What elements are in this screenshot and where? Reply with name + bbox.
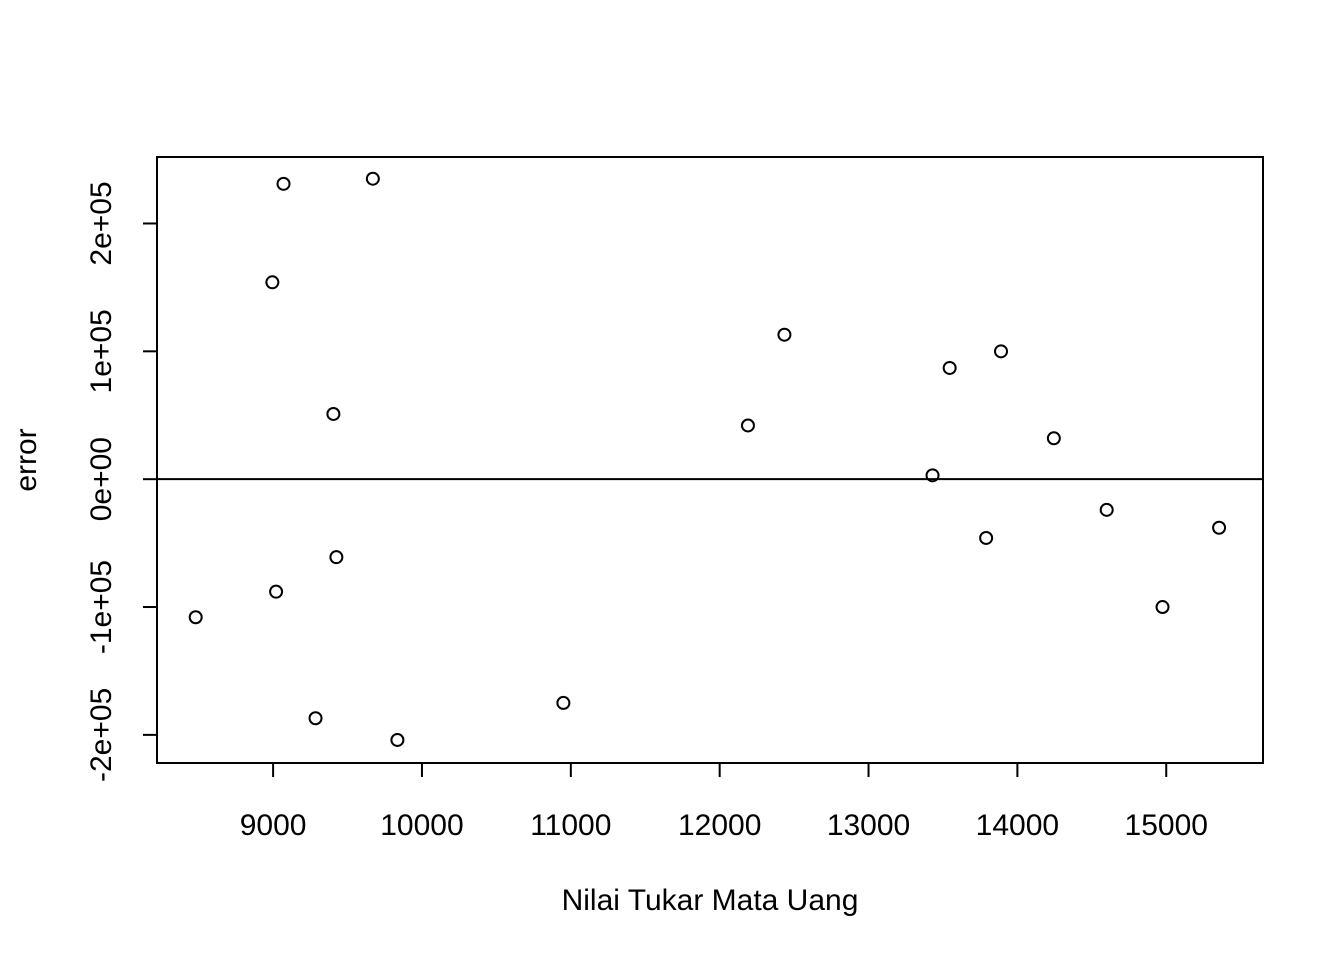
data-point [326, 406, 341, 421]
data-point [269, 584, 284, 599]
y-axis-label: error [10, 428, 43, 491]
x-tick-label: 11000 [530, 809, 611, 842]
data-point [329, 550, 344, 565]
data-point [365, 171, 380, 186]
x-tick-label: 9000 [240, 809, 307, 842]
data-point [942, 360, 957, 375]
y-tick-label: 1e+05 [85, 309, 118, 393]
data-point [1155, 600, 1170, 615]
data-point [390, 732, 405, 747]
plot-frame [156, 156, 1264, 764]
data-point [308, 711, 323, 726]
x-tick-label: 10000 [380, 809, 463, 842]
x-tick-label: 13000 [827, 809, 910, 842]
data-point [188, 610, 203, 625]
data-point [777, 327, 792, 342]
x-axis: 9000 10000 11000 12000 13000 14000 15000 [240, 763, 1208, 842]
data-point [994, 344, 1009, 359]
y-tick-label: 0e+00 [85, 437, 118, 521]
data-point [979, 530, 994, 545]
data-point [265, 275, 280, 290]
data-points [188, 171, 1227, 747]
data-point [276, 176, 291, 191]
y-axis: -2e+05 -1e+05 0e+00 1e+05 2e+05 [85, 181, 157, 782]
y-tick-label: 2e+05 [85, 181, 118, 265]
x-tick-label: 15000 [1125, 809, 1208, 842]
x-tick-label: 14000 [976, 809, 1059, 842]
data-point [1212, 520, 1227, 535]
data-point [1046, 431, 1061, 446]
x-tick-label: 12000 [678, 809, 761, 842]
data-point [556, 695, 571, 710]
data-point [1099, 502, 1114, 517]
y-tick-label: -1e+05 [85, 560, 118, 654]
data-point [925, 468, 940, 483]
data-point [740, 418, 755, 433]
y-tick-label: -2e+05 [85, 688, 118, 782]
x-axis-label: Nilai Tukar Mata Uang [562, 884, 859, 917]
